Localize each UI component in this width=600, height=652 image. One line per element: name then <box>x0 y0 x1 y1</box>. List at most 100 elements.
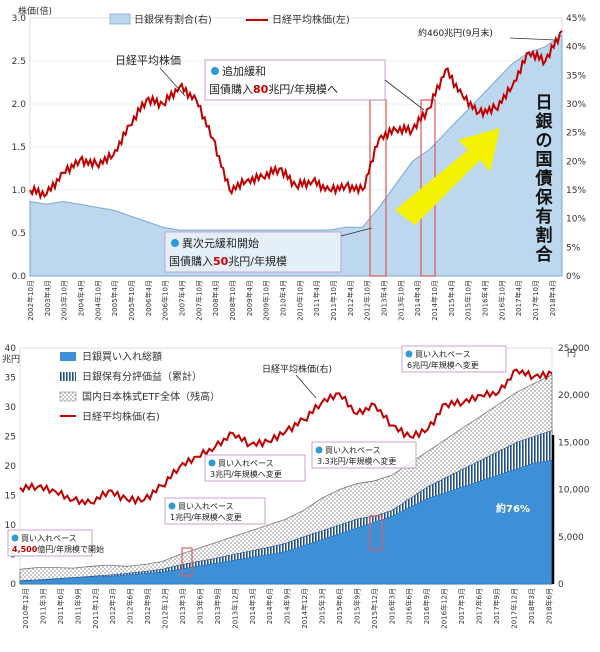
callout-additional-easing: 追加緩和 国債購入80兆円/年規模へ <box>204 59 425 111</box>
bottom-x-tick-label: 2014年3月 <box>248 588 257 624</box>
top-x-tick-label: 2003年4月 <box>43 280 52 316</box>
bullet-icon <box>315 446 323 454</box>
callout-a-line1: 買い入れペース <box>21 534 77 543</box>
bottom-x-tick-label: 2015年3月 <box>318 588 327 624</box>
top-left-tick-label: 1.0 <box>12 186 27 196</box>
legend-share: 日銀保有割合(右) <box>134 13 212 26</box>
bottom-left-tick-label: 15 <box>5 492 16 502</box>
vertical-title-char: 割 <box>536 225 553 246</box>
top-chart: 株価(倍) 3.0 2.5 2.0 1.5 1.0 0.5 0.0 45% 40% 35% 30%… <box>12 5 587 321</box>
bottom-x-tick-label: 2016年3月 <box>387 588 396 624</box>
bottom-x-tick-label: 2018年3月 <box>527 588 536 624</box>
top-left-tick-label: 2.0 <box>12 100 27 110</box>
callout-a-amount: 4,500 <box>12 545 38 554</box>
bottom-x-tick-label: 2011年12月 <box>91 588 100 629</box>
top-x-tick-label: 2003年10月 <box>60 280 69 321</box>
callout-b-line2: 1兆円/年規模へ変更 <box>170 512 242 522</box>
nikkei-label-b-pointer <box>295 374 317 399</box>
callout-1-text-b: 兆円/年規模 <box>228 254 287 268</box>
bottom-right-axis-unit: 円 <box>567 348 576 359</box>
bottom-right-tick-label: 10,000 <box>558 486 590 496</box>
bullet-icon <box>405 350 413 358</box>
bottom-x-tick-label: 2017年6月 <box>475 588 484 624</box>
bottom-right-tick-label: 15,000 <box>558 438 590 448</box>
callout-2-text-b: 兆円/年規模へ <box>268 82 338 96</box>
vertical-title-char: 国 <box>536 150 553 170</box>
highlight-box-2015 <box>369 515 383 551</box>
vertical-title-char: 債 <box>535 168 553 189</box>
bottom-x-tick-label: 2012年12月 <box>161 588 170 629</box>
bottom-x-tick-label: 2012年6月 <box>126 588 135 624</box>
callout-b-line1: 買い入れペース <box>178 502 234 511</box>
callout-pace-1tn: 買い入れペース 1兆円/年規模へ変更 <box>164 497 266 525</box>
bottom-x-tick-label: 2015年12月 <box>370 588 379 629</box>
top-right-tick-label: 30% <box>566 100 586 110</box>
top-x-tick-label: 2008年4月 <box>211 280 220 316</box>
callout-qqe-start: 異次元緩和開始 国債購入50兆円/年規模 <box>164 227 373 273</box>
top-x-tick-label: 2007年10月 <box>194 280 203 321</box>
svg-text:国債購入50兆円/年規模: 国債購入50兆円/年規模 <box>169 254 287 268</box>
bottom-x-tick-label: 2017年12月 <box>509 588 518 629</box>
top-x-tick-label: 2006年10月 <box>161 280 170 321</box>
vertical-title-char: 有 <box>536 206 553 227</box>
top-right-tick-label: 5% <box>566 243 581 253</box>
top-x-tick-label: 2004年10月 <box>93 280 102 321</box>
bottom-x-tick-label: 2015年6月 <box>335 588 344 624</box>
top-right-tick-label: 45% <box>566 14 586 24</box>
top-x-tick-label: 2012年4月 <box>346 280 355 316</box>
top-left-tick-label: 0.5 <box>12 229 26 239</box>
top-x-tick-label: 2013年10月 <box>396 280 405 321</box>
bottom-left-tick-label: 10 <box>5 521 17 531</box>
top-x-tick-label: 2017年10月 <box>531 280 540 321</box>
nikkei-line-bottom <box>19 368 553 507</box>
bottom-left-tick-label: 20 <box>5 462 17 472</box>
callout-e-line2: 6兆円/年規模へ変更 <box>407 360 479 370</box>
bottom-right-tick-label: 5,000 <box>558 533 584 543</box>
callout-1-line1: 異次元緩和開始 <box>182 236 259 250</box>
bottom-x-tick-label: 2013年6月 <box>195 588 204 624</box>
top-right-tick-label: 40% <box>566 43 586 53</box>
top-left-tick-label: 1.5 <box>12 143 26 153</box>
callout-pace-3-3tn: 買い入れペース 3.3兆円/年規模へ変更 <box>311 441 417 469</box>
vertical-title-char: 日 <box>536 93 553 113</box>
bullet-icon <box>168 502 176 510</box>
legend-etf: 国内日本株式ETF全体（残高） <box>82 390 220 403</box>
bottom-left-tick-label: 0 <box>10 580 16 590</box>
bottom-x-tick-label: 2014年9月 <box>283 588 292 624</box>
callout-2-amount: 80 <box>253 83 269 96</box>
top-x-tick-label: 2018年4月 <box>548 280 557 316</box>
top-x-axis: 2002年10月 2003年4月 2003年10月 2004年4月 2004年10月 20… <box>26 280 557 321</box>
bottom-x-tick-label: 2011年3月 <box>38 588 47 624</box>
top-right-tick-label: 15% <box>566 186 586 196</box>
bottom-left-axis-unit: 兆円 <box>2 354 20 365</box>
top-x-tick-label: 2009年10月 <box>262 280 271 321</box>
bottom-x-tick-label: 2018年6月 <box>544 588 553 624</box>
callout-2-line1: 追加緩和 <box>222 64 266 78</box>
nikkei-label-bottom: 日経平均株価(右) <box>262 363 332 375</box>
bottom-chart: 兆円 円 4035302520151050 25,00020,00015,000… <box>2 344 590 629</box>
callout-pace-3tn: 買い入れペース 3兆円/年規模へ変更 <box>204 454 306 482</box>
top-x-tick-label: 2005年4月 <box>110 280 119 316</box>
boj-purchase-area <box>19 459 553 585</box>
legend-swatch-gain <box>60 372 76 381</box>
top-right-tick-label: 35% <box>566 71 586 81</box>
bullet-icon <box>208 459 216 467</box>
bottom-x-tick-label: 2012年9月 <box>143 588 152 624</box>
vertical-title-char: 合 <box>536 244 554 265</box>
top-x-tick-label: 2010年10月 <box>295 280 304 321</box>
top-left-tick-label: 2.5 <box>12 57 26 67</box>
top-left-tick-label: 0.0 <box>12 272 27 282</box>
top-x-tick-label: 2015年10月 <box>464 280 473 321</box>
top-right-axis: 45% 40% 35% 30% 25% 20% 15% 10% 5% 0% <box>566 14 586 282</box>
vertical-title-char: の <box>536 131 553 151</box>
legend-swatch-etf <box>59 391 77 402</box>
top-x-tick-label: 2015年4月 <box>447 280 456 316</box>
callout-d-line1: 買い入れペース <box>325 446 381 455</box>
top-x-tick-label: 2016年4月 <box>481 280 490 316</box>
legend-purchase: 日銀買い入れ総額 <box>82 350 162 363</box>
bottom-left-tick-label: 40 <box>5 344 17 354</box>
bottom-x-tick-label: 2011年9月 <box>73 588 82 624</box>
bottom-right-tick-label: 0 <box>558 580 564 590</box>
